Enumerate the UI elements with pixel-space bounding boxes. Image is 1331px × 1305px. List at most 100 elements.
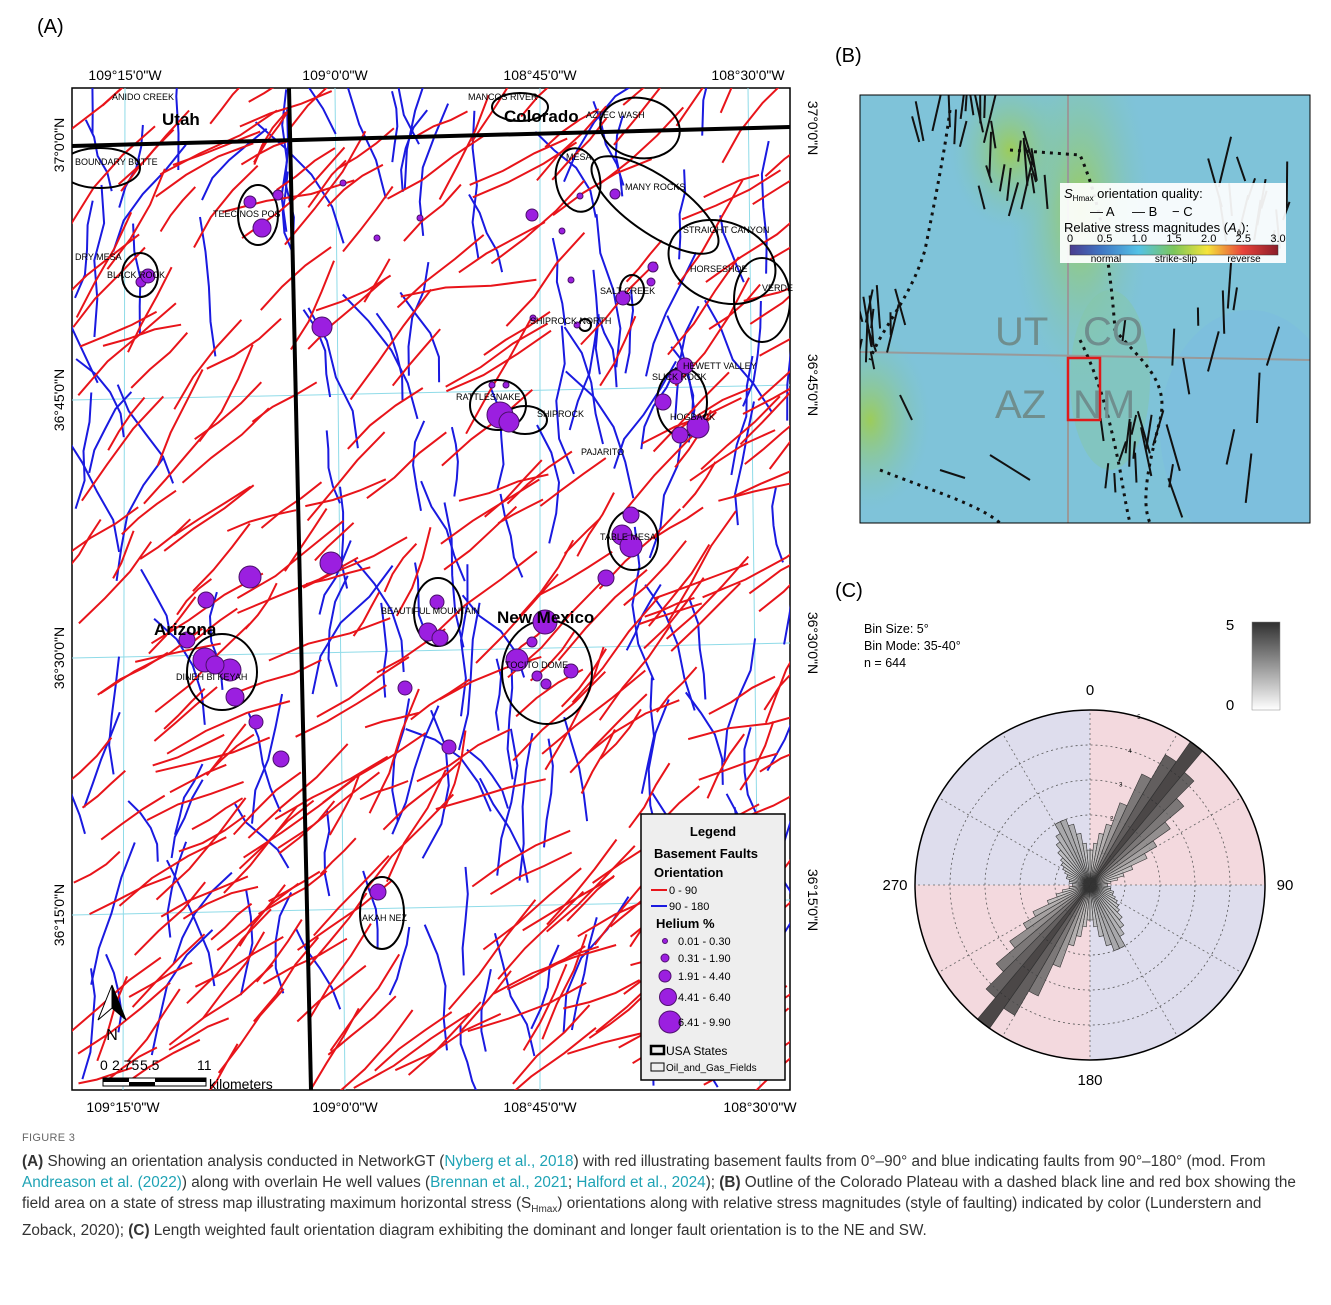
scale-tick-label: 0: [1067, 233, 1073, 245]
helium-well: [527, 637, 537, 647]
scale-tick: 2.75: [112, 1057, 139, 1073]
state-abbrev: CO: [1083, 310, 1143, 354]
legend-label: Oil_and_Gas_Fields: [666, 1063, 757, 1074]
lon-label: 108°45'0"W: [503, 1099, 577, 1115]
legend-heading: Helium %: [656, 916, 715, 931]
citation-link[interactable]: Andreason et al. (2022): [22, 1174, 182, 1191]
scale-tick-label: 0.5: [1097, 233, 1112, 245]
shmax-tick: [984, 96, 985, 118]
field-name: VERDE: [762, 283, 793, 293]
rose-diagram: Bin Size: 5° Bin Mode: 35-40° n = 644 12…: [864, 617, 1293, 1089]
text: Length weighted fault orientation diagra…: [150, 1222, 927, 1239]
lon-label: 109°15'0"W: [88, 67, 162, 83]
text: ) along with overlain He well values (: [182, 1174, 430, 1191]
helium-well: [312, 317, 332, 337]
legend-label: 0 - 90: [669, 885, 697, 897]
state-abbrev: UT: [995, 310, 1048, 354]
scale-fill: [155, 1078, 206, 1082]
field-name: BOUNDARY BUTTE: [75, 157, 158, 167]
helium-well: [253, 219, 271, 237]
scale-fill: [103, 1078, 129, 1082]
figure-label: FIGURE 3: [22, 1128, 1312, 1149]
citation-link[interactable]: Halford et al., 2024: [576, 1174, 705, 1191]
legend-title: Relative stress magnitudes (Aϕ):: [1064, 220, 1249, 237]
scale-tick-label: 3.0: [1270, 233, 1285, 245]
panel-label: (C): [835, 580, 863, 602]
legend-label: 1.91 - 4.40: [678, 971, 731, 983]
helium-well: [226, 688, 244, 706]
legend-label: — B: [1132, 204, 1157, 219]
helium-well: [273, 190, 283, 200]
helium-well: [559, 228, 565, 234]
north-label: N: [106, 1027, 118, 1044]
text: Hmax: [531, 1204, 557, 1215]
helium-well: [370, 884, 386, 900]
regime-label: normal: [1091, 254, 1122, 265]
helium-well: [526, 209, 538, 221]
field-name: TOCITO DOME: [505, 660, 568, 670]
helium-well: [398, 681, 412, 695]
angle-label: 180: [1077, 1072, 1102, 1089]
colorbar-label: 5: [1226, 617, 1234, 634]
legend-label: — A: [1090, 204, 1115, 219]
state-name: New Mexico: [497, 608, 594, 627]
figure: (A) (B) (C) 109°15'0"W 109°0'0"W 108°45'…: [0, 0, 1331, 1125]
text: Hmax: [1073, 194, 1094, 203]
helium-well: [273, 751, 289, 767]
regime-label: reverse: [1227, 254, 1261, 265]
text: orientation quality:: [1094, 186, 1203, 201]
state-name: Colorado: [504, 107, 579, 126]
citation-link[interactable]: Brennan et al., 2021: [430, 1174, 568, 1191]
angle-label: 90: [1277, 877, 1294, 894]
field-name: DINEH BI KEYAH: [176, 672, 247, 682]
citation-link[interactable]: Nyberg et al., 2018: [444, 1153, 573, 1170]
legend-swatch: [663, 939, 668, 944]
helium-well: [647, 278, 655, 286]
lat-label: 37°0'0"N: [51, 118, 67, 173]
field-name: HOGBACK: [670, 412, 715, 422]
stress-map: UT CO AZ NM SHmax orientation quality: —…: [810, 30, 1331, 550]
legend-label: 6.41 - 9.90: [678, 1017, 731, 1029]
rose-stat: Bin Size: 5°: [864, 622, 929, 636]
text: ) with red illustrating basement faults …: [574, 1153, 1266, 1170]
helium-well: [374, 235, 380, 241]
legend-label: 0.31 - 1.90: [678, 953, 731, 965]
legend-label: 90 - 180: [669, 901, 709, 913]
field-name: ANIDO CREEK: [112, 92, 174, 102]
shmax-tick: [966, 90, 967, 111]
legend-swatch: [659, 970, 671, 982]
field-name: SLICK ROCK: [652, 372, 707, 382]
field-name: TEEC NOS POS: [213, 209, 281, 219]
lat-label: 36°30'0"N: [805, 612, 821, 674]
figure-page: (A) (B) (C) 109°15'0"W 109°0'0"W 108°45'…: [0, 0, 1331, 1305]
helium-well: [239, 566, 261, 588]
field-name: RATTLESNAKE: [456, 392, 520, 402]
legend-swatch: [660, 989, 677, 1006]
legend-title: Legend: [690, 824, 736, 839]
field-name: TABLE MESA: [600, 532, 656, 542]
shmax-tick: [1223, 290, 1224, 333]
text: (B): [719, 1174, 740, 1191]
text: (C): [128, 1222, 149, 1239]
lat-label: 37°0'0"N: [805, 101, 821, 156]
regime-label: strike-slip: [1155, 254, 1198, 265]
shmax-tick: [1114, 473, 1115, 492]
field-name: HEWETT VALLEY: [683, 361, 757, 371]
lat-label: 36°15'0"N: [51, 884, 67, 946]
helium-well: [610, 189, 620, 199]
lat-label: 36°15'0"N: [805, 869, 821, 931]
helium-well: [532, 671, 542, 681]
text: S: [1064, 186, 1073, 201]
rose-stat: Bin Mode: 35-40°: [864, 639, 961, 653]
legend-label: 0.01 - 0.30: [678, 936, 731, 948]
helium-well: [503, 382, 509, 388]
scale-tick: 11: [197, 1057, 212, 1073]
legend-label: USA States: [666, 1044, 727, 1058]
field-name: MESA: [566, 152, 592, 162]
scale-tick-label: 2.5: [1236, 233, 1251, 245]
legend-swatch: [661, 954, 669, 962]
state-name: Arizona: [154, 620, 217, 639]
helium-well: [432, 630, 448, 646]
field-name: HORSESHOE: [690, 264, 748, 274]
panel-label: (A): [37, 16, 64, 38]
